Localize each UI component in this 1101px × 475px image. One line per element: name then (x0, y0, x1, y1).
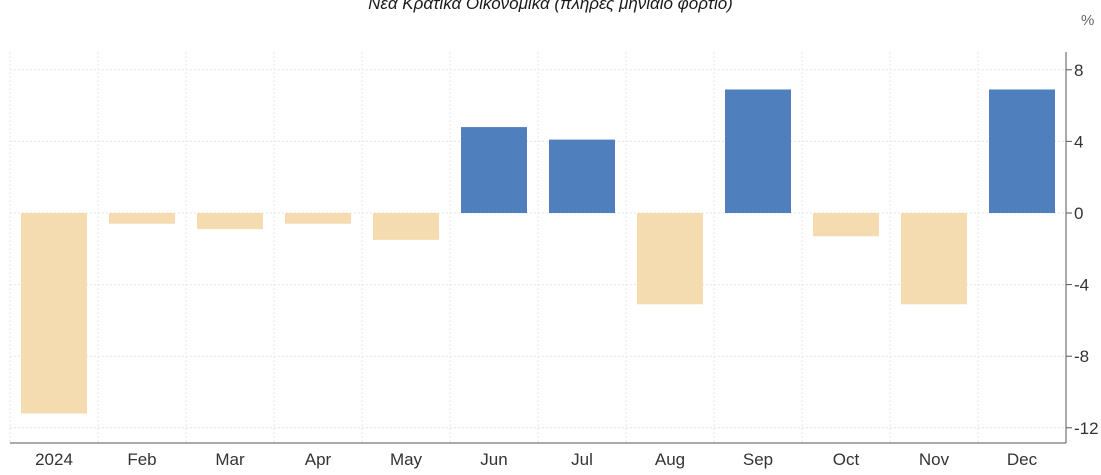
bar-sep (725, 89, 791, 213)
y-tick-label: -8 (1074, 347, 1089, 366)
bar-feb (109, 213, 175, 224)
bar-oct (813, 213, 879, 237)
bar-jul (549, 139, 615, 213)
bar-apr (285, 213, 351, 224)
y-tick-label: -12 (1074, 419, 1099, 438)
x-tick-label: Apr (305, 450, 332, 469)
chart-title: Νέα Κρατικά Οικονομικά (πλήρες μηνιαίο φ… (368, 0, 733, 13)
x-tick-label: Nov (919, 450, 950, 469)
x-tick-label: Mar (215, 450, 245, 469)
x-tick-label: Jul (571, 450, 593, 469)
bar-2024 (21, 213, 87, 414)
bars (21, 89, 1055, 414)
y-tick-label: 8 (1074, 61, 1083, 80)
bar-dec (989, 89, 1055, 213)
x-tick-label: Aug (655, 450, 685, 469)
x-tick-label: Dec (1007, 450, 1038, 469)
x-tick-label: 2024 (35, 450, 73, 469)
axes: 8 4 0 -4 -8 -12 2024 Feb Mar Apr May Jun Jul Aug Sep Oc… (10, 52, 1099, 469)
y-tick-label: 0 (1074, 204, 1083, 223)
bar-nov (901, 213, 967, 305)
bar-mar (197, 213, 263, 230)
y-tick-label: -4 (1074, 276, 1089, 295)
bar-jun (461, 127, 527, 213)
bar-aug (637, 213, 703, 305)
x-tick-label: Feb (127, 450, 156, 469)
x-tick-label: Sep (743, 450, 773, 469)
x-tick-label: May (390, 450, 423, 469)
x-tick-label: Oct (833, 450, 860, 469)
y-tick-label: 4 (1074, 132, 1083, 151)
x-tick-label: Jun (480, 450, 507, 469)
bar-may (373, 213, 439, 240)
y-axis-unit: % (1081, 12, 1095, 29)
